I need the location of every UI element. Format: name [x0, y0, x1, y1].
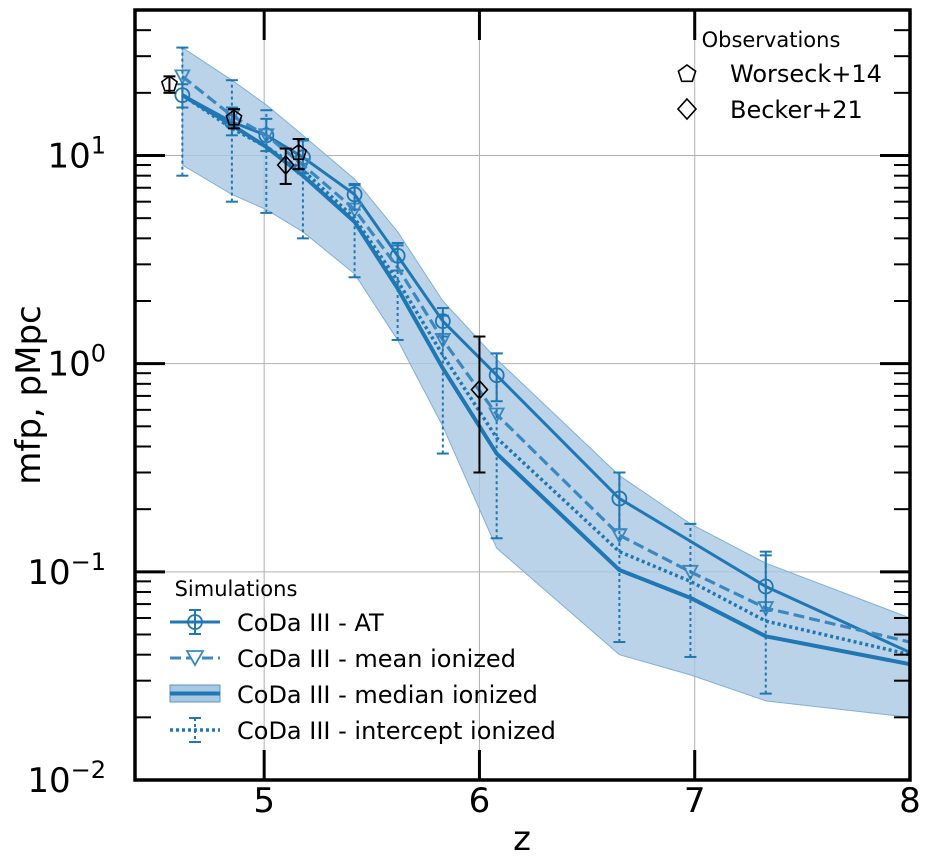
series-layer [173, 46, 911, 695]
observations-legend-title: Observations [702, 28, 841, 52]
y-tick-base: 10 [47, 137, 90, 177]
series-line-4 [181, 93, 911, 657]
y-tick-base: 10 [27, 761, 70, 801]
legend-entry-worseck: Worseck+14 [730, 60, 882, 88]
y-tick-label: 101 [47, 132, 106, 177]
triangle-down-marker [173, 69, 191, 86]
y-tick-exponent: −2 [71, 756, 106, 784]
triangle-down-marker [610, 528, 628, 545]
legend-swatch-at [170, 609, 220, 635]
y-tick-exponent: −1 [71, 548, 106, 576]
pentagon-marker [290, 143, 308, 161]
legend-entry-becker: Becker+21 [730, 96, 863, 124]
y-tick-label: 10−1 [27, 548, 106, 593]
diamond-icon [676, 97, 698, 121]
triangle-down-marker [257, 128, 275, 145]
x-tick-label: 6 [469, 781, 491, 821]
y-tick-exponent: 0 [91, 340, 106, 368]
legend-entry-intercept: CoDa III - intercept ionized [237, 717, 556, 745]
simulations-legend-title: Simulations [175, 577, 298, 601]
circle-marker [346, 186, 363, 203]
legend-swatch-intercept [170, 717, 220, 743]
circle-marker-icon [187, 614, 203, 630]
legend-swatch-median [169, 684, 221, 703]
pentagon-icon [677, 64, 697, 83]
y-tick-exponent: 1 [91, 132, 106, 160]
observations-legend: Observations Worseck+14 Becker+21 [676, 28, 882, 124]
pentagon-marker [225, 109, 243, 126]
y-tick-label: 100 [47, 340, 106, 385]
x-tick-label: 7 [684, 781, 706, 821]
x-tick-label: 8 [899, 781, 921, 821]
triangle-down-marker [434, 333, 452, 349]
x-tick-label: 5 [253, 781, 275, 821]
y-tick-base: 10 [47, 345, 90, 385]
x-axis-label: z [513, 819, 531, 859]
simulations-legend: Simulations CoDa III - AT CoDa III - mea… [169, 577, 556, 745]
y-tick-base: 10 [27, 553, 70, 593]
diamond-marker [470, 379, 489, 400]
observations-layer [160, 75, 489, 474]
triangle-down-marker [488, 407, 506, 424]
legend-swatch-mean [170, 650, 220, 667]
y-tick-label: 10−2 [27, 756, 106, 801]
diamond-marker [276, 154, 295, 176]
triangle-down-icon [185, 650, 205, 667]
circle-marker [434, 313, 451, 330]
legend-entry-mean: CoDa III - mean ionized [237, 645, 516, 673]
legend-entry-at: CoDa III - AT [237, 609, 384, 637]
legend-entry-median: CoDa III - median ionized [237, 681, 538, 709]
plot-frame [133, 8, 912, 782]
y-axis-label: mfp, pMpc [9, 305, 49, 484]
pentagon-marker [160, 75, 178, 92]
